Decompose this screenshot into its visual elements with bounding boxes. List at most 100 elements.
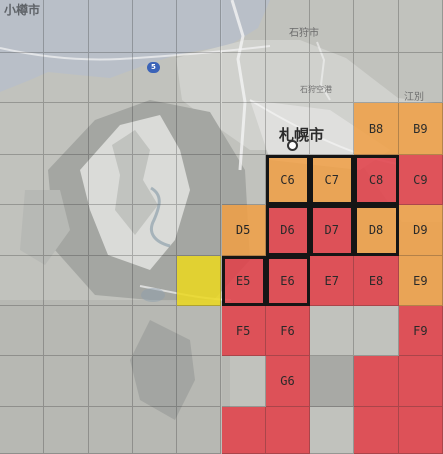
grid-cell[interactable] xyxy=(221,103,266,155)
grid-cell[interactable] xyxy=(398,53,443,103)
grid-cell-e6[interactable]: E6 xyxy=(265,256,311,306)
grid-cell[interactable] xyxy=(177,356,222,407)
grid-cell-c9[interactable]: C9 xyxy=(398,155,443,205)
grid-cell[interactable] xyxy=(44,0,89,53)
grid-cell[interactable] xyxy=(44,306,89,356)
grid-cell-e7[interactable]: E7 xyxy=(310,256,355,306)
grid-cell[interactable] xyxy=(44,103,89,155)
grid-cell[interactable] xyxy=(265,0,311,53)
grid-cell-c6[interactable]: C6 xyxy=(265,155,311,205)
grid-cell-g9[interactable] xyxy=(398,356,443,407)
grid-cell[interactable] xyxy=(88,407,133,454)
grid-cell-e8[interactable]: E8 xyxy=(354,256,399,306)
grid-cell[interactable] xyxy=(310,53,355,103)
grid-cell[interactable] xyxy=(221,155,266,205)
grid-cell-d9[interactable]: D9 xyxy=(398,205,443,256)
grid-cell[interactable] xyxy=(354,0,399,53)
grid-cell[interactable] xyxy=(221,0,266,53)
grid-cell-label: C6 xyxy=(280,172,295,187)
grid-cell-label: D9 xyxy=(413,223,428,237)
grid-cell-label: E8 xyxy=(368,273,384,288)
grid-cell[interactable] xyxy=(0,256,45,306)
grid-cell-label: D7 xyxy=(324,223,339,237)
grid-cell[interactable] xyxy=(132,155,178,205)
grid-cell-c7[interactable]: C7 xyxy=(310,155,355,205)
grid-cell[interactable] xyxy=(88,0,133,53)
grid-cell[interactable] xyxy=(44,205,89,256)
grid-cell[interactable] xyxy=(0,407,45,454)
grid-cell[interactable] xyxy=(0,0,45,53)
grid-cell-label: B8 xyxy=(368,121,384,136)
grid-cell-e5[interactable]: E5 xyxy=(221,256,266,306)
grid-cell[interactable] xyxy=(132,103,178,155)
grid-cell[interactable] xyxy=(310,407,355,454)
grid-cell-d7[interactable]: D7 xyxy=(310,205,355,256)
grid-cell-h9[interactable] xyxy=(398,407,443,454)
grid-cell[interactable] xyxy=(132,306,178,356)
grid-cell[interactable] xyxy=(132,205,178,256)
grid-cell[interactable] xyxy=(44,155,89,205)
grid-cell-f9[interactable]: F9 xyxy=(398,306,443,356)
grid-cell[interactable] xyxy=(88,103,133,155)
grid-cell-f6[interactable]: F6 xyxy=(265,306,311,356)
grid-cell[interactable] xyxy=(265,53,311,103)
grid-cell[interactable] xyxy=(44,407,89,454)
grid-cell-label: E6 xyxy=(280,273,295,288)
grid-cell-b8[interactable]: B8 xyxy=(354,103,399,155)
grid-cell[interactable] xyxy=(177,0,222,53)
grid-cell[interactable] xyxy=(354,53,399,103)
grid-cell[interactable] xyxy=(88,356,133,407)
grid-cell[interactable] xyxy=(0,356,45,407)
grid-cell[interactable] xyxy=(398,0,443,53)
grid-cell[interactable] xyxy=(132,407,178,454)
grid-cell-d6[interactable]: D6 xyxy=(265,205,311,256)
grid-cell[interactable] xyxy=(177,155,222,205)
grid-cell[interactable] xyxy=(132,356,178,407)
grid-cell[interactable] xyxy=(44,256,89,306)
grid-cell[interactable] xyxy=(310,306,355,356)
grid-cell[interactable] xyxy=(132,0,178,53)
grid-cell-g8[interactable] xyxy=(354,356,399,407)
grid-cell[interactable] xyxy=(177,306,222,356)
grid-cell[interactable] xyxy=(221,356,266,407)
grid-cell[interactable] xyxy=(132,256,178,306)
grid-cell[interactable] xyxy=(177,103,222,155)
grid-cell[interactable] xyxy=(88,155,133,205)
grid-cell[interactable] xyxy=(0,53,45,103)
grid-cell-h6[interactable] xyxy=(265,407,311,454)
grid-cell-b9[interactable]: B9 xyxy=(398,103,443,155)
grid-cell[interactable] xyxy=(310,0,355,53)
grid-cell[interactable] xyxy=(177,205,222,256)
grid-cell[interactable] xyxy=(88,306,133,356)
grid-cell-e4[interactable] xyxy=(177,256,222,306)
grid-cell[interactable] xyxy=(310,103,355,155)
grid-cell[interactable] xyxy=(44,53,89,103)
grid-cell[interactable] xyxy=(354,306,399,356)
grid-cell[interactable] xyxy=(0,155,45,205)
grid-cell-g7[interactable] xyxy=(310,356,355,407)
grid-cell[interactable] xyxy=(88,205,133,256)
grid-cell[interactable] xyxy=(177,53,222,103)
grid-cell[interactable] xyxy=(0,205,45,256)
grid-cell-f5[interactable]: F5 xyxy=(221,306,266,356)
sapporo-station-icon xyxy=(287,140,298,151)
grid-cell[interactable] xyxy=(221,53,266,103)
grid-cell-g6[interactable]: G6 xyxy=(265,356,311,407)
grid-cell[interactable] xyxy=(177,407,222,454)
grid-cell-label: E9 xyxy=(413,273,428,288)
grid-cell-label: B9 xyxy=(413,121,428,136)
grid-cell-c8[interactable]: C8 xyxy=(354,155,399,205)
grid-cell-e9[interactable]: E9 xyxy=(398,256,443,306)
grid-cell[interactable] xyxy=(132,53,178,103)
grid-cell[interactable] xyxy=(0,103,45,155)
grid-cell-d8[interactable]: D8 xyxy=(354,205,399,256)
grid-cell-h8[interactable] xyxy=(354,407,399,454)
grid-cell-h5[interactable] xyxy=(221,407,266,454)
grid-cell-d5[interactable]: D5 xyxy=(221,205,266,256)
grid-cell[interactable] xyxy=(44,356,89,407)
grid-cell[interactable] xyxy=(0,306,45,356)
grid-cell[interactable] xyxy=(88,256,133,306)
grid-cell[interactable] xyxy=(88,53,133,103)
grid-cell[interactable] xyxy=(310,356,355,407)
